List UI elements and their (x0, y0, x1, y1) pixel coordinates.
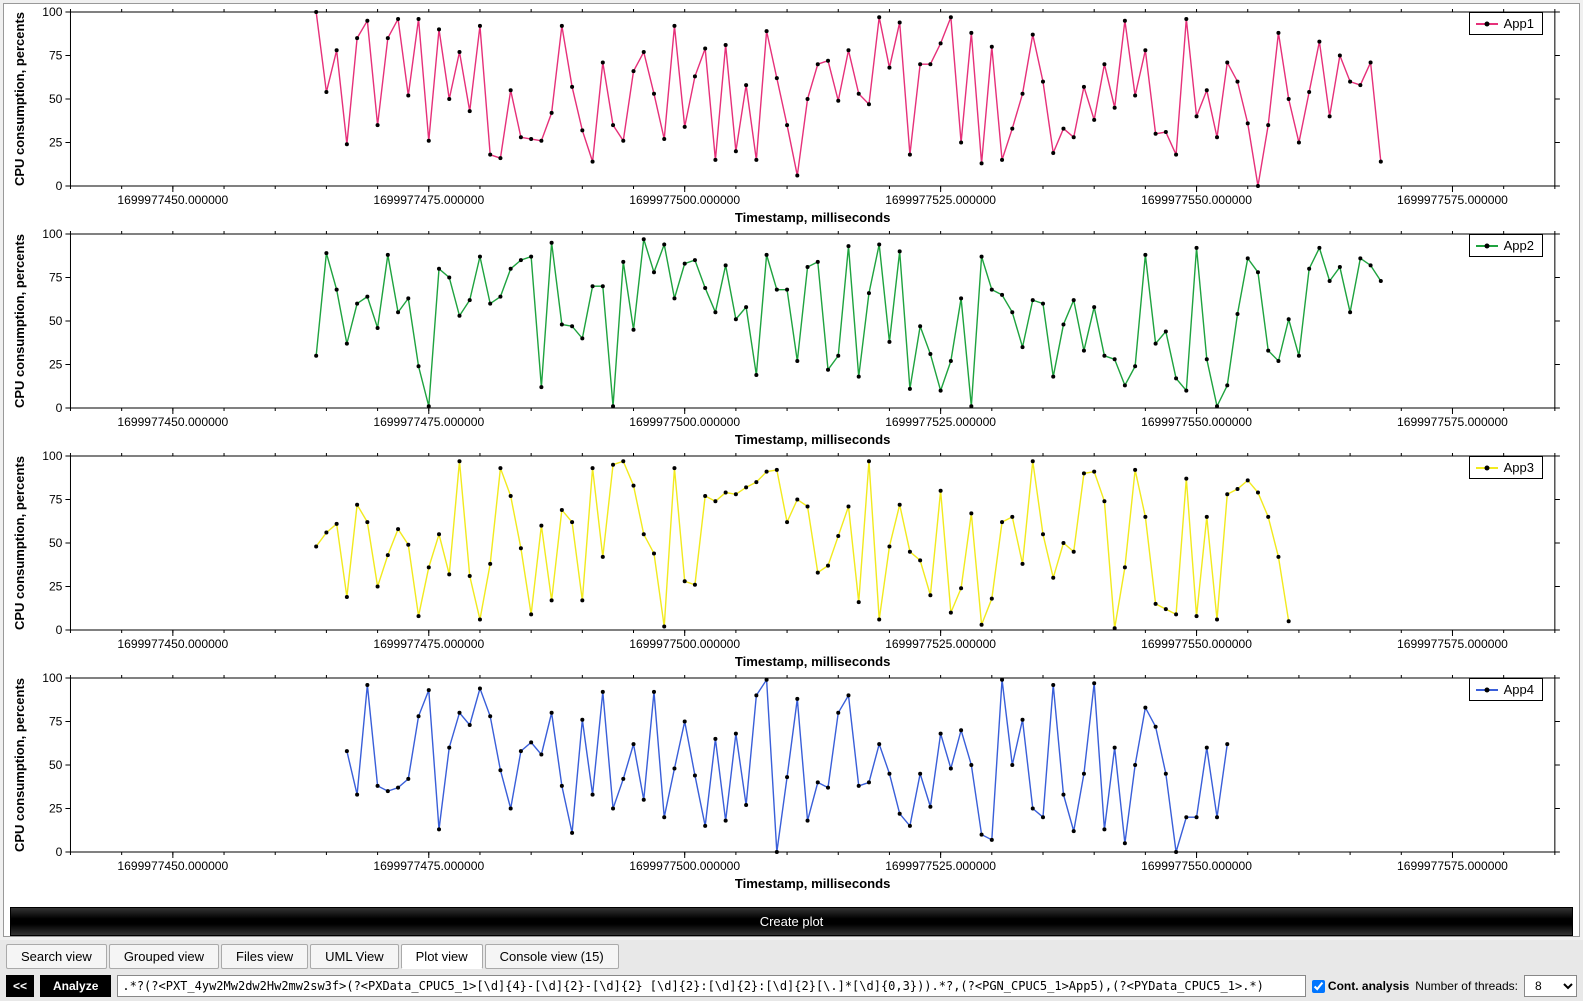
svg-text:75: 75 (49, 715, 63, 729)
svg-text:CPU consumption, percents: CPU consumption, percents (12, 234, 27, 408)
svg-text:1699977450.000000: 1699977450.000000 (117, 637, 228, 651)
chart-panel-app2: 0 25 50 75 100 1699977450.000000 1699977475.00… (8, 228, 1575, 448)
main-panel: 0 25 50 75 100 1699977450.000000 1699977475.00… (3, 3, 1580, 937)
collapse-button[interactable]: << (6, 975, 34, 997)
svg-text:25: 25 (49, 802, 63, 816)
svg-text:1699977525.000000: 1699977525.000000 (885, 859, 996, 873)
svg-text:1699977550.000000: 1699977550.000000 (1141, 415, 1252, 429)
tab-grouped-view[interactable]: Grouped view (109, 944, 219, 969)
svg-text:CPU consumption, percents: CPU consumption, percents (12, 678, 27, 852)
svg-text:75: 75 (49, 49, 63, 63)
svg-text:1699977500.000000: 1699977500.000000 (629, 415, 740, 429)
tab-search-view[interactable]: Search view (6, 944, 107, 969)
svg-text:Timestamp, milliseconds: Timestamp, milliseconds (735, 432, 891, 447)
svg-text:0: 0 (56, 845, 63, 859)
svg-text:1699977525.000000: 1699977525.000000 (885, 637, 996, 651)
svg-text:1699977475.000000: 1699977475.000000 (373, 859, 484, 873)
svg-text:0: 0 (56, 623, 63, 637)
chart-svg[interactable]: 0 25 50 75 100 1699977450.000000 1699977475.00… (8, 672, 1575, 892)
svg-text:1699977500.000000: 1699977500.000000 (629, 193, 740, 207)
svg-text:25: 25 (49, 580, 63, 594)
svg-text:100: 100 (42, 228, 62, 241)
tab-uml-view[interactable]: UML View (310, 944, 399, 969)
cont-analysis-label: Cont. analysis (1328, 979, 1409, 993)
svg-text:1699977525.000000: 1699977525.000000 (885, 415, 996, 429)
cont-analysis-checkbox[interactable] (1312, 980, 1325, 993)
svg-text:CPU consumption, percents: CPU consumption, percents (12, 456, 27, 630)
chart-panel-app4: 0 25 50 75 100 1699977450.000000 1699977475.00… (8, 672, 1575, 892)
svg-text:100: 100 (42, 450, 62, 463)
tab-console-view-15-[interactable]: Console view (15) (485, 944, 619, 969)
legend-label: App2 (1504, 238, 1534, 253)
svg-text:1699977475.000000: 1699977475.000000 (373, 415, 484, 429)
svg-text:100: 100 (42, 6, 62, 19)
svg-text:50: 50 (49, 758, 63, 772)
regex-input[interactable] (117, 975, 1306, 997)
chart-legend: App3 (1469, 456, 1543, 479)
svg-text:Timestamp, milliseconds: Timestamp, milliseconds (735, 210, 891, 225)
svg-text:50: 50 (49, 536, 63, 550)
svg-text:50: 50 (49, 92, 63, 106)
tabs-row: Search viewGrouped viewFiles viewUML Vie… (0, 940, 1583, 971)
svg-text:25: 25 (49, 358, 63, 372)
svg-text:1699977450.000000: 1699977450.000000 (117, 859, 228, 873)
svg-text:1699977550.000000: 1699977550.000000 (1141, 193, 1252, 207)
svg-text:1699977550.000000: 1699977550.000000 (1141, 859, 1252, 873)
svg-text:1699977575.000000: 1699977575.000000 (1397, 415, 1508, 429)
svg-text:CPU consumption, percents: CPU consumption, percents (12, 12, 27, 186)
svg-text:1699977475.000000: 1699977475.000000 (373, 637, 484, 651)
svg-text:1699977525.000000: 1699977525.000000 (885, 193, 996, 207)
legend-label: App4 (1504, 682, 1534, 697)
svg-text:0: 0 (56, 401, 63, 415)
legend-label: App3 (1504, 460, 1534, 475)
bottom-toolbar: << Analyze Cont. analysis Number of thre… (0, 971, 1583, 1001)
tab-plot-view[interactable]: Plot view (401, 944, 483, 969)
svg-text:1699977500.000000: 1699977500.000000 (629, 637, 740, 651)
chart-svg[interactable]: 0 25 50 75 100 1699977450.000000 1699977475.00… (8, 6, 1575, 226)
threads-label: Number of threads: (1415, 979, 1518, 993)
charts-scroll-area[interactable]: 0 25 50 75 100 1699977450.000000 1699977475.00… (4, 4, 1579, 904)
svg-text:1699977575.000000: 1699977575.000000 (1397, 193, 1508, 207)
svg-text:1699977450.000000: 1699977450.000000 (117, 193, 228, 207)
create-plot-button[interactable]: Create plot (10, 907, 1573, 936)
chart-svg[interactable]: 0 25 50 75 100 1699977450.000000 1699977475.00… (8, 228, 1575, 448)
threads-select[interactable]: 8 (1524, 975, 1577, 997)
svg-text:25: 25 (49, 136, 63, 150)
chart-legend: App1 (1469, 12, 1543, 35)
chart-panel-app1: 0 25 50 75 100 1699977450.000000 1699977475.00… (8, 6, 1575, 226)
chart-legend: App4 (1469, 678, 1543, 701)
tab-files-view[interactable]: Files view (221, 944, 308, 969)
svg-text:1699977550.000000: 1699977550.000000 (1141, 637, 1252, 651)
svg-text:1699977450.000000: 1699977450.000000 (117, 415, 228, 429)
svg-text:75: 75 (49, 493, 63, 507)
svg-text:Timestamp, milliseconds: Timestamp, milliseconds (735, 876, 891, 891)
svg-text:1699977475.000000: 1699977475.000000 (373, 193, 484, 207)
chart-legend: App2 (1469, 234, 1543, 257)
analyze-button[interactable]: Analyze (40, 975, 111, 997)
svg-text:75: 75 (49, 271, 63, 285)
chart-svg[interactable]: 0 25 50 75 100 1699977450.000000 1699977475.00… (8, 450, 1575, 670)
svg-text:100: 100 (42, 672, 62, 685)
svg-text:1699977575.000000: 1699977575.000000 (1397, 859, 1508, 873)
chart-panel-app3: 0 25 50 75 100 1699977450.000000 1699977475.00… (8, 450, 1575, 670)
svg-text:1699977500.000000: 1699977500.000000 (629, 859, 740, 873)
svg-text:Timestamp, milliseconds: Timestamp, milliseconds (735, 654, 891, 669)
svg-text:50: 50 (49, 314, 63, 328)
legend-label: App1 (1504, 16, 1534, 31)
svg-text:1699977575.000000: 1699977575.000000 (1397, 637, 1508, 651)
svg-text:0: 0 (56, 179, 63, 193)
cont-analysis-checkbox-wrap[interactable]: Cont. analysis (1312, 979, 1409, 993)
